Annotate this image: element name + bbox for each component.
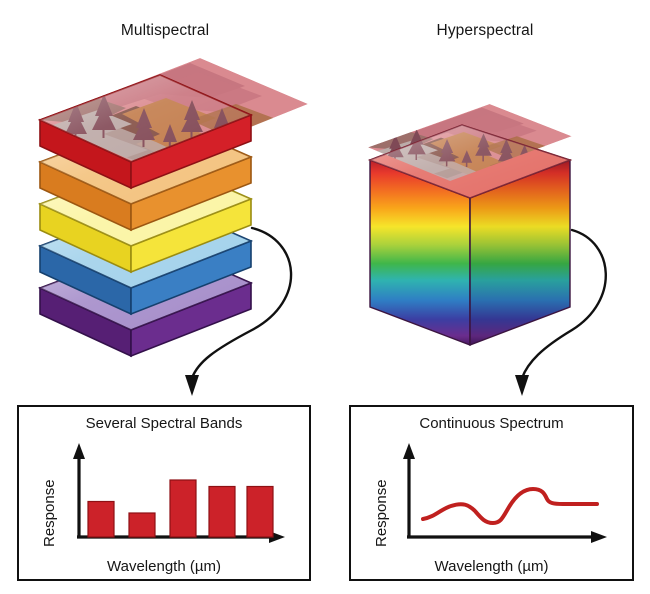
bar-band-1 [87,500,115,538]
spectrum-curve [421,487,599,525]
bar-band-4 [208,485,236,538]
page-title-hyperspectral: Hyperspectral [436,22,534,39]
continuous-spectrum-panel: Continuous Spectrum Response Wavelength … [349,405,634,581]
line-chart-right [403,443,607,543]
multispectral-layer-stack [37,58,308,358]
curved-arrow-right [515,228,607,396]
x-axis-label-right: Wavelength (µm) [434,558,549,575]
red-band-slab [37,58,308,190]
chart-title-right: Continuous Spectrum [419,415,564,432]
bar-band-2 [128,512,156,538]
bar-series [87,479,274,538]
bar-band-3 [169,479,197,538]
bar-chart-left [73,443,285,543]
bar-band-5 [246,485,274,538]
chart-title-left: Several Spectral Bands [85,415,243,432]
x-axis-label-left: Wavelength (µm) [107,558,221,575]
curved-arrow-left [185,226,293,396]
hyperspectral-data-cube [368,104,573,347]
page-title-multispectral: Multispectral [120,22,210,39]
several-spectral-bands-panel: Several Spectral Bands Response Waveleng… [17,405,311,581]
